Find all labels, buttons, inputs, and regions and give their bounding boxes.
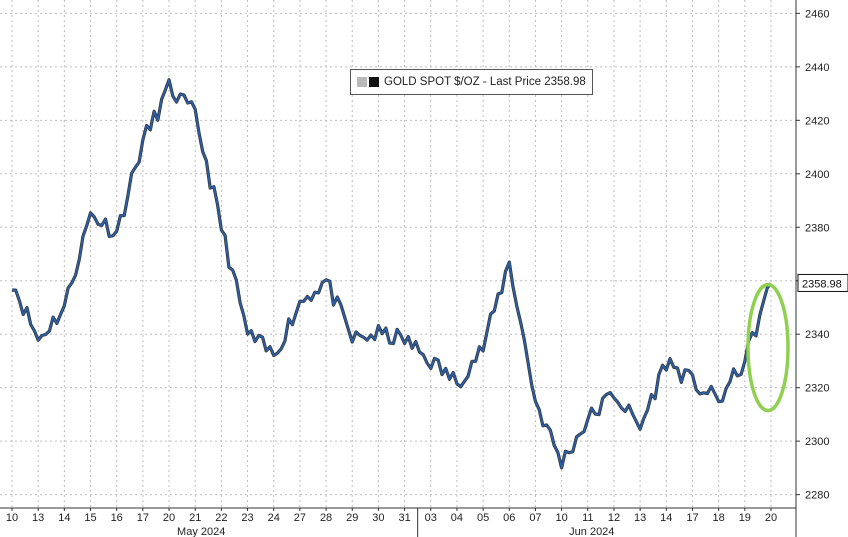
axes: 2460244024202400238023602340232023002280… [0,0,829,537]
x-tick-label: 03 [425,512,437,524]
x-tick-label: 28 [320,512,332,524]
x-tick-label: 14 [660,512,672,524]
x-tick-label: 17 [686,512,698,524]
x-tick-label: 07 [529,512,541,524]
x-tick-label: 13 [634,512,646,524]
x-tick-label: 30 [372,512,384,524]
y-tick-label: 2300 [805,436,829,448]
legend-label: GOLD SPOT $/OZ - Last Price 2358.98 [384,76,586,88]
x-tick-label: 20 [765,512,777,524]
x-tick-label: 29 [346,512,358,524]
last-price-flag [797,273,848,292]
overlay: 2358.98 [746,273,848,413]
x-tick-label: 04 [451,512,463,524]
price-line [12,78,772,469]
month-label: Jun 2024 [569,526,614,537]
x-tick-label: 12 [608,512,620,524]
legend-swatch-grey [357,77,367,87]
y-tick-label: 2280 [805,490,829,502]
x-tick-label: 06 [503,512,515,524]
x-tick-label: 19 [739,512,751,524]
x-tick-label: 23 [241,512,253,524]
x-tick-label: 22 [215,512,227,524]
x-tick-label: 13 [32,512,44,524]
x-tick-label: 21 [189,512,201,524]
y-tick-label: 2420 [805,115,829,127]
x-tick-label: 24 [268,512,280,524]
x-tick-label: 17 [137,512,149,524]
x-tick-label: 10 [6,512,18,524]
highlight-ellipse [746,282,790,413]
x-tick-label: 05 [477,512,489,524]
y-tick-label: 2440 [805,62,829,74]
legend-swatch-black [369,77,379,87]
y-tick-label: 2340 [805,329,829,341]
y-tick-label: 2400 [805,169,829,181]
price-line-shadow [12,78,773,470]
x-tick-label: 18 [713,512,725,524]
y-tick-label: 2320 [805,383,829,395]
y-tick-label: 2380 [805,222,829,234]
x-tick-label: 10 [555,512,567,524]
x-tick-label: 16 [111,512,123,524]
x-tick-label: 27 [294,512,306,524]
legend: GOLD SPOT $/OZ - Last Price 2358.98 [350,69,593,95]
last-price-label: 2358.98 [802,278,842,290]
x-tick-label: 11 [582,512,593,524]
price-series [12,78,773,470]
x-tick-label: 14 [58,512,70,524]
x-tick-label: 15 [84,512,96,524]
y-tick-label: 2460 [805,8,829,20]
x-tick-label: 31 [398,512,410,524]
month-label: May 2024 [177,526,225,537]
x-tick-label: 20 [163,512,175,524]
